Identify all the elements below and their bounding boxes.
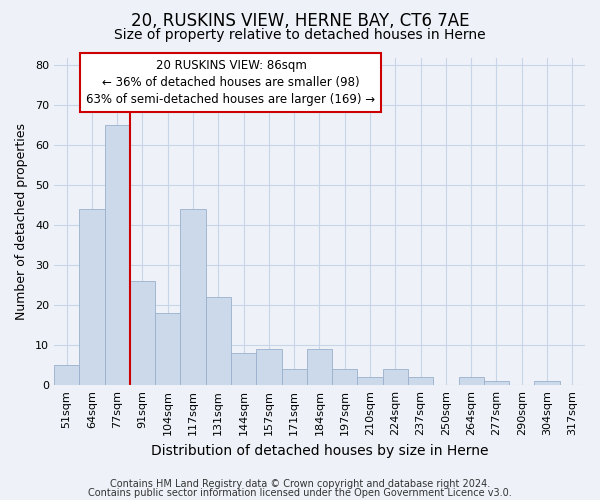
Bar: [535, 381, 560, 385]
Text: Contains HM Land Registry data © Crown copyright and database right 2024.: Contains HM Land Registry data © Crown c…: [110, 479, 490, 489]
Bar: [281, 369, 307, 385]
Bar: [130, 282, 155, 385]
Text: 20 RUSKINS VIEW: 86sqm
← 36% of detached houses are smaller (98)
63% of semi-det: 20 RUSKINS VIEW: 86sqm ← 36% of detached…: [86, 59, 376, 106]
Bar: [408, 377, 433, 385]
Bar: [458, 377, 484, 385]
Text: Size of property relative to detached houses in Herne: Size of property relative to detached ho…: [114, 28, 486, 42]
Bar: [181, 210, 206, 385]
Bar: [54, 365, 79, 385]
Bar: [307, 349, 332, 385]
Bar: [206, 298, 231, 385]
Bar: [79, 210, 104, 385]
Bar: [231, 353, 256, 385]
Bar: [332, 369, 358, 385]
Y-axis label: Number of detached properties: Number of detached properties: [15, 123, 28, 320]
Text: Contains public sector information licensed under the Open Government Licence v3: Contains public sector information licen…: [88, 488, 512, 498]
Bar: [104, 126, 130, 385]
Bar: [358, 377, 383, 385]
Bar: [256, 349, 281, 385]
X-axis label: Distribution of detached houses by size in Herne: Distribution of detached houses by size …: [151, 444, 488, 458]
Bar: [383, 369, 408, 385]
Bar: [484, 381, 509, 385]
Bar: [155, 314, 181, 385]
Text: 20, RUSKINS VIEW, HERNE BAY, CT6 7AE: 20, RUSKINS VIEW, HERNE BAY, CT6 7AE: [131, 12, 469, 30]
